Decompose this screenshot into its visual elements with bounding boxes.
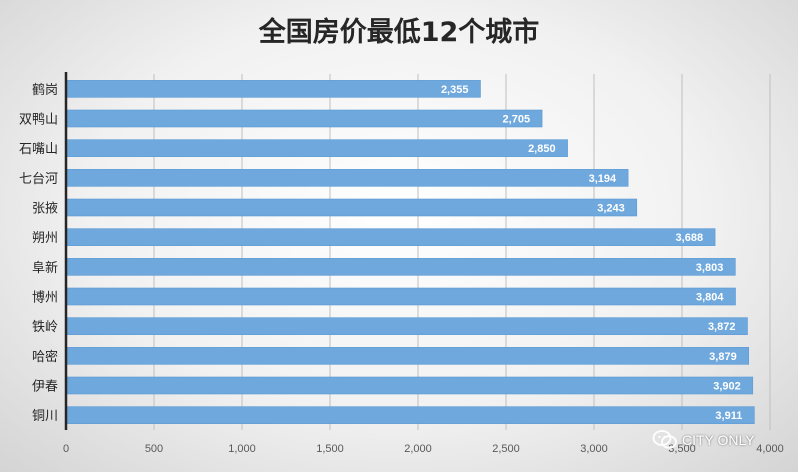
data-label: 3,243 bbox=[597, 203, 625, 215]
x-tick-label: 1,000 bbox=[228, 443, 256, 455]
x-tick-label: 3,000 bbox=[580, 443, 608, 455]
category-label: 张掖 bbox=[32, 202, 58, 217]
bar-7 bbox=[65, 287, 736, 306]
data-label: 3,194 bbox=[589, 173, 617, 185]
bar-2 bbox=[65, 139, 568, 157]
bar-6 bbox=[65, 258, 736, 276]
category-label: 伊春 bbox=[32, 380, 58, 395]
data-label: 2,705 bbox=[503, 114, 531, 126]
bar-11 bbox=[65, 406, 755, 424]
category-label: 铁岭 bbox=[32, 320, 58, 335]
data-label: 3,803 bbox=[696, 262, 724, 274]
x-tick-label: 2,000 bbox=[404, 443, 432, 455]
data-label: 2,355 bbox=[441, 84, 469, 96]
category-label: 阜新 bbox=[32, 260, 58, 276]
data-label: 3,688 bbox=[676, 232, 704, 244]
x-tick-label: 500 bbox=[145, 443, 163, 455]
category-label: 博州 bbox=[32, 291, 58, 306]
bar-10 bbox=[65, 376, 754, 395]
x-tick-label: 4,000 bbox=[756, 443, 784, 455]
bar-8 bbox=[65, 317, 748, 335]
category-label: 朔州 bbox=[32, 231, 58, 246]
chart-title: 全国房价最低12个城市 bbox=[258, 17, 540, 48]
bar-5 bbox=[65, 228, 716, 246]
watermark-text: CITY ONLY bbox=[682, 432, 755, 448]
bar-1 bbox=[65, 109, 543, 128]
bar-3 bbox=[65, 169, 629, 187]
category-label: 石嘴山 bbox=[19, 142, 58, 157]
data-label: 2,850 bbox=[528, 143, 556, 155]
category-label: 铜川 bbox=[32, 409, 58, 424]
category-label: 双鸭山 bbox=[19, 113, 58, 128]
data-label: 3,902 bbox=[713, 381, 741, 393]
data-label: 3,911 bbox=[715, 410, 742, 422]
category-label: 七台河 bbox=[19, 172, 58, 187]
watermark: CITY ONLY bbox=[652, 429, 755, 451]
category-label: 哈密 bbox=[32, 349, 58, 365]
wechat-icon bbox=[652, 430, 677, 449]
data-label: 3,879 bbox=[709, 351, 737, 363]
x-tick-label: 1,500 bbox=[316, 443, 344, 455]
bar-0 bbox=[65, 80, 481, 98]
x-tick-label: 0 bbox=[63, 443, 69, 455]
bar-9 bbox=[65, 347, 750, 365]
bar-4 bbox=[65, 198, 638, 217]
category-label: 鹤岗 bbox=[32, 82, 58, 98]
x-tick-label: 2,500 bbox=[492, 443, 520, 455]
data-label: 3,872 bbox=[708, 321, 736, 333]
data-label: 3,804 bbox=[696, 292, 724, 304]
